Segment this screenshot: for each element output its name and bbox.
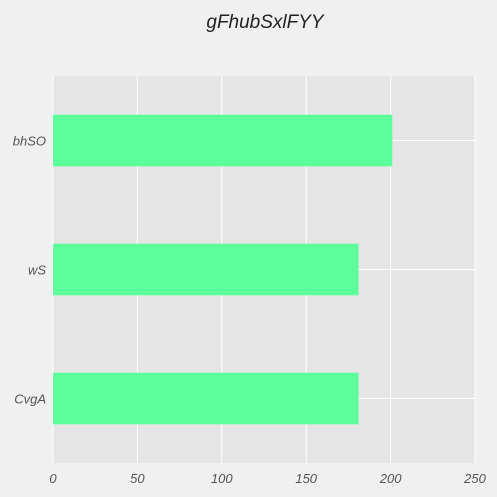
x-tick-label-1: 50 [130, 471, 145, 486]
x-tick-label-2: 100 [211, 471, 233, 486]
bar-bhSO [53, 114, 393, 167]
x-tick-label-0: 0 [49, 471, 57, 486]
y-tick-label-1: wS [28, 263, 46, 278]
y-tick-label-0: CvgA [14, 392, 46, 407]
chart-title: gFhubSxlFYY [206, 12, 324, 33]
x-tick-label-3: 150 [295, 471, 317, 486]
y-tick-label-2: bhSO [13, 134, 46, 149]
bar-wS [53, 243, 359, 296]
x-tick-label-4: 200 [379, 471, 402, 486]
bar-CvgA [53, 372, 359, 425]
x-tick-label-5: 250 [463, 471, 486, 486]
